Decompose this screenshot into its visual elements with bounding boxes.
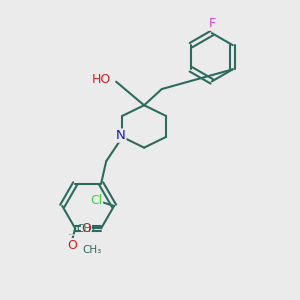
Text: N: N (116, 129, 126, 142)
Text: F: F (208, 17, 215, 30)
Text: HO: HO (92, 73, 111, 86)
Text: Cl: Cl (90, 194, 103, 207)
Text: CH₃: CH₃ (77, 224, 96, 234)
Text: O: O (82, 222, 91, 235)
Text: methoxy1: methoxy1 (69, 234, 76, 236)
Text: CH₃: CH₃ (82, 245, 101, 256)
Text: O: O (67, 239, 77, 252)
